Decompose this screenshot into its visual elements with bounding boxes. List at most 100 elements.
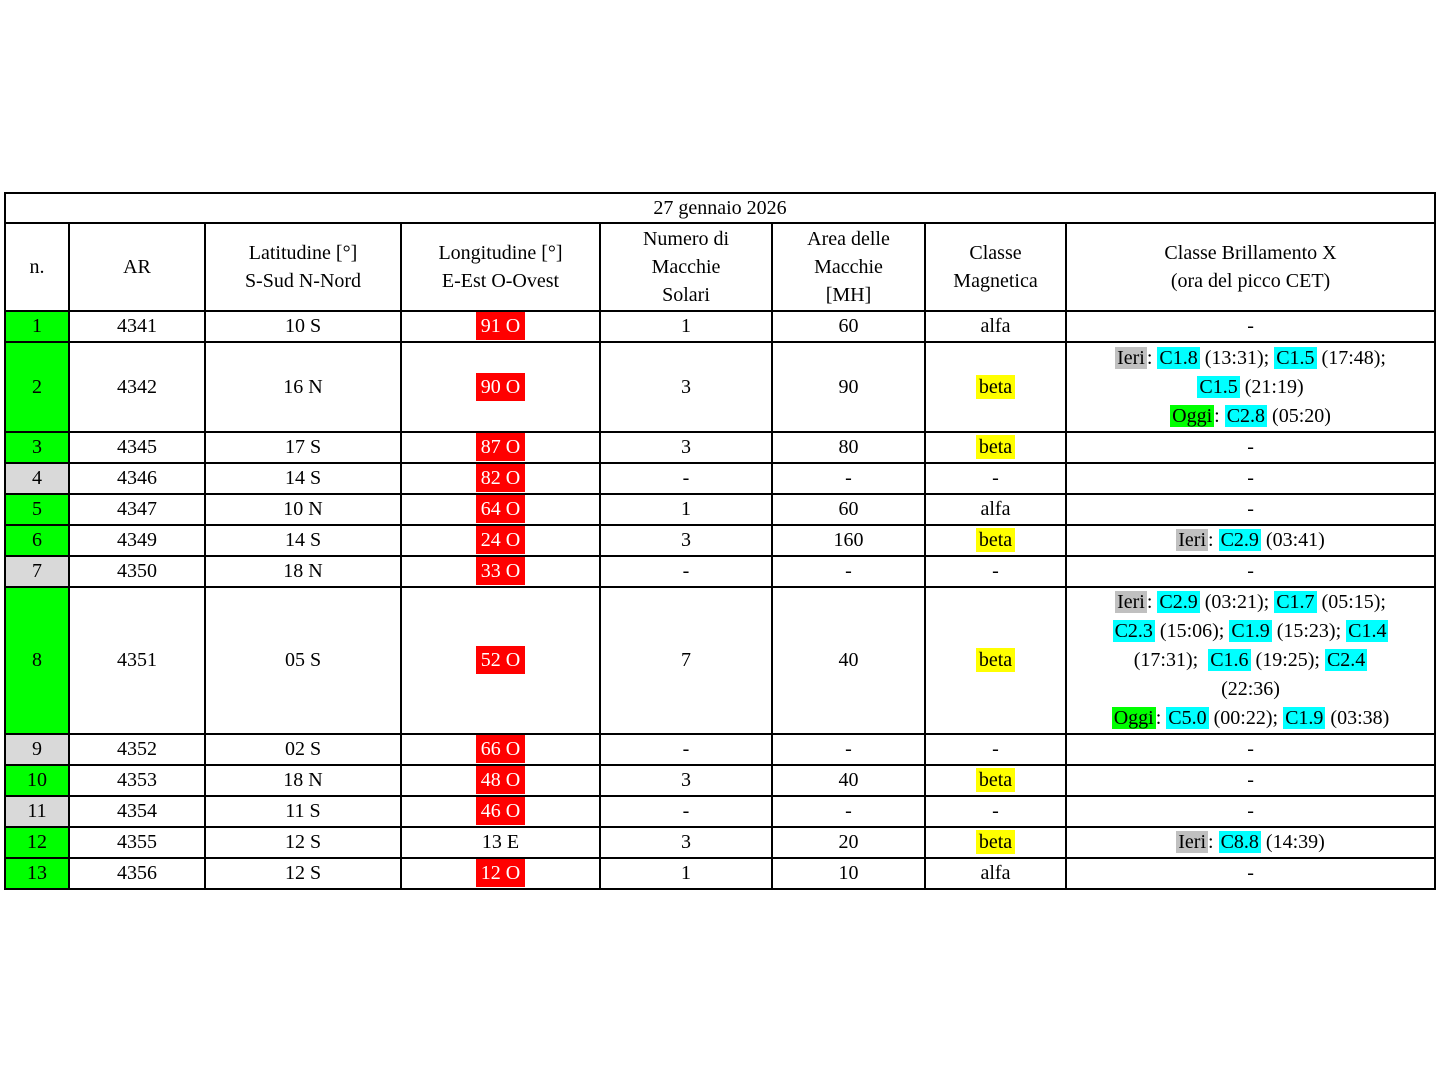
latitude-cell: 16 N: [204, 341, 402, 433]
magnetic-class-value: alfa: [980, 315, 1011, 337]
magnetic-class-cell: beta: [924, 826, 1067, 859]
table-row: 7 4350 18 N 33 O----: [4, 555, 1437, 588]
longitude-cell: 82 O: [400, 462, 601, 495]
magnetic-class-cell: alfa: [924, 857, 1067, 890]
flare-line: -: [1247, 498, 1254, 520]
magnetic-class-value: alfa: [980, 498, 1011, 520]
longitude-cell: 24 O: [400, 524, 601, 557]
row-number-cell: 2: [4, 341, 70, 433]
flare-cell: Ieri: C1.8 (13:31); C1.5 (17:48); C1.5 (2…: [1064, 341, 1437, 433]
flare-class-value: C1.9: [1229, 620, 1272, 642]
flare-class-value: C1.7: [1274, 591, 1317, 613]
magnetic-class-cell: -: [924, 733, 1067, 766]
sunspot-count-cell: 1: [599, 310, 773, 343]
column-header-ar: AR: [68, 222, 206, 312]
yesterday-label: Ieri: [1115, 346, 1147, 369]
sunspot-area-cell: -: [771, 555, 926, 588]
flare-line: -: [1247, 738, 1254, 760]
flare-class-value: C8.8: [1218, 831, 1261, 853]
ar-cell: 4350: [68, 555, 206, 588]
magnetic-class-value: -: [992, 560, 999, 582]
row-number-cell: 6: [4, 524, 70, 557]
flare-line: (22:36): [1221, 678, 1280, 700]
title-row: 27 gennaio 2026: [3, 192, 1437, 224]
ar-cell: 4346: [68, 462, 206, 495]
magnetic-class-value: beta: [975, 830, 1016, 854]
ar-cell: 4349: [68, 524, 206, 557]
sunspot-count-cell: 3: [599, 524, 773, 557]
magnetic-class-value: beta: [975, 435, 1016, 459]
magnetic-class-cell: alfa: [924, 310, 1067, 343]
sunspot-area-cell: -: [771, 795, 926, 828]
longitude-cell: 46 O: [400, 795, 601, 828]
magnetic-class-cell: -: [924, 555, 1067, 588]
today-label: Oggi: [1170, 404, 1215, 427]
table-row: 8 4351 05 S 52 O 7 40 beta Ieri: C2.9 (03:21); …: [4, 586, 1437, 735]
table-row: 6 4349 14 S 24 O 3 160 beta Ieri: C2.9 (03:41): [4, 524, 1437, 557]
sunspot-area-cell: 80: [771, 431, 926, 464]
flare-line: -: [1247, 467, 1254, 489]
sunspot-area-cell: -: [771, 462, 926, 495]
sunspot-area-cell: 40: [771, 764, 926, 797]
longitude-value: 24 O: [475, 527, 526, 554]
flare-cell: -: [1064, 764, 1437, 797]
flare-line: Ieri: C8.8 (14:39): [1176, 831, 1325, 853]
sunspot-count-cell: 3: [599, 341, 773, 433]
flare-class-value: C1.8: [1157, 346, 1200, 369]
sunspot-count-cell: 1: [599, 493, 773, 526]
table-row: 2 4342 16 N 90 O 3 90 beta Ieri: C1.8 (13:31); …: [4, 341, 1437, 433]
longitude-value: 64 O: [475, 496, 526, 523]
magnetic-class-value: beta: [975, 374, 1016, 399]
table-title: 27 gennaio 2026: [3, 192, 1437, 224]
flare-class-value: C1.6: [1208, 649, 1251, 671]
flare-class-value: C2.3: [1112, 620, 1155, 642]
ar-cell: 4352: [68, 733, 206, 766]
yesterday-label: Ieri: [1176, 831, 1209, 853]
longitude-cell: 52 O: [400, 586, 601, 735]
latitude-cell: 18 N: [204, 555, 402, 588]
magnetic-class-value: beta: [975, 648, 1016, 672]
column-header-longitude: Longitudine [°] E-Est O-Ovest: [400, 222, 601, 312]
column-header-sunspot-area: Area delle Macchie [MH]: [771, 222, 926, 312]
latitude-cell: 10 N: [204, 493, 402, 526]
flare-cell: -: [1064, 431, 1437, 464]
row-number-cell: 1: [4, 310, 70, 343]
latitude-cell: 12 S: [204, 826, 402, 859]
magnetic-class-cell: beta: [924, 764, 1067, 797]
longitude-cell: 13 E: [400, 826, 601, 859]
sunspot-area-cell: 90: [771, 341, 926, 433]
row-number-cell: 11: [4, 795, 70, 828]
flare-cell: Ieri: C2.9 (03:21); C1.7 (05:15); C2.3 (1…: [1064, 586, 1437, 735]
ar-cell: 4345: [68, 431, 206, 464]
magnetic-class-value: beta: [975, 528, 1016, 552]
ar-cell: 4356: [68, 857, 206, 890]
latitude-cell: 11 S: [204, 795, 402, 828]
flare-class-value: C1.4: [1346, 620, 1389, 642]
column-header-flare-class: Classe Brillamento X (ora del picco CET): [1064, 222, 1437, 312]
flare-cell: -: [1064, 795, 1437, 828]
column-header-magnetic-class: Classe Magnetica: [924, 222, 1067, 312]
longitude-value: 87 O: [475, 434, 526, 461]
magnetic-class-value: beta: [975, 768, 1016, 792]
sunspot-count-cell: 7: [599, 586, 773, 735]
longitude-value: 66 O: [475, 736, 526, 763]
row-number-cell: 9: [4, 733, 70, 766]
flare-line: Ieri: C2.9 (03:21); C1.7 (05:15);: [1115, 591, 1386, 613]
flare-cell: -: [1064, 462, 1437, 495]
sunspot-count-cell: -: [599, 462, 773, 495]
table-row: 4 4346 14 S 82 O----: [4, 462, 1437, 495]
longitude-cell: 64 O: [400, 493, 601, 526]
row-number-cell: 7: [4, 555, 70, 588]
flare-class-value: C1.9: [1283, 707, 1326, 729]
sunspot-area-cell: 40: [771, 586, 926, 735]
table-row: 1 4341 10 S 91 O 1 60 alfa -: [4, 310, 1437, 343]
magnetic-class-value: -: [992, 738, 999, 760]
row-number-cell: 8: [4, 586, 70, 735]
column-header-n: n.: [4, 222, 70, 312]
flare-line: C1.5 (21:19): [1197, 375, 1304, 398]
column-header-sunspot-count: Numero di Macchie Solari: [599, 222, 773, 312]
sunspot-count-cell: 3: [599, 431, 773, 464]
longitude-value: 91 O: [475, 313, 526, 340]
magnetic-class-value: -: [992, 467, 999, 489]
